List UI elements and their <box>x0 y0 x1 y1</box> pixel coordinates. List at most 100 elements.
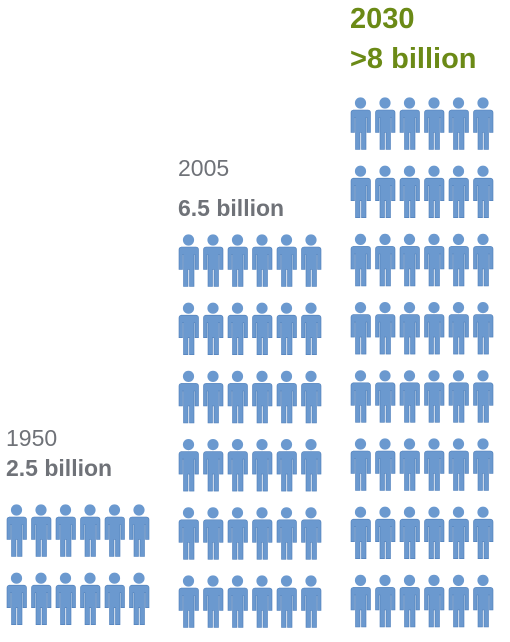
person-figure <box>276 507 297 560</box>
person-body <box>375 314 396 355</box>
person-head <box>354 233 367 245</box>
person-figure <box>399 574 420 628</box>
person-body <box>350 177 371 218</box>
person-body <box>473 587 494 628</box>
person-body <box>301 451 322 492</box>
person-figure <box>252 438 273 492</box>
person-figure <box>227 507 248 560</box>
person-body <box>252 519 273 560</box>
person-head <box>452 301 465 314</box>
person-head <box>231 234 244 246</box>
person-body <box>276 519 297 560</box>
person-figure <box>227 370 248 424</box>
person-body <box>350 587 371 628</box>
person-body <box>375 518 396 559</box>
person-head <box>182 575 195 587</box>
year-label: 2005 <box>178 155 230 181</box>
person-body <box>424 518 445 559</box>
person-figure <box>80 504 101 557</box>
person-head <box>35 504 47 516</box>
person-figure <box>375 233 396 287</box>
person-head <box>452 438 465 450</box>
person-body <box>473 109 494 150</box>
person-figure <box>104 572 125 625</box>
person-head <box>379 97 391 109</box>
person-figure <box>399 97 420 150</box>
person-body <box>276 314 297 355</box>
person-figure <box>424 438 445 491</box>
person-figure <box>6 504 27 557</box>
person-body <box>252 451 273 492</box>
person-figure <box>399 165 420 218</box>
person-head <box>207 234 219 246</box>
person-figure <box>203 234 224 287</box>
person-head <box>379 165 391 177</box>
person-figure <box>203 575 224 628</box>
person-figure <box>301 438 322 492</box>
person-body <box>473 382 494 423</box>
person-body <box>448 518 469 559</box>
person-figure <box>473 301 494 355</box>
person-head <box>305 507 317 519</box>
person-head <box>379 233 391 245</box>
person-body <box>424 246 445 287</box>
person-body <box>227 383 248 424</box>
person-figure <box>203 370 224 424</box>
person-head <box>10 572 23 584</box>
person-head <box>280 234 293 246</box>
person-head <box>354 574 367 586</box>
person-head <box>256 438 268 451</box>
person-head <box>403 438 416 450</box>
year-label: 2030 <box>350 3 415 35</box>
person-head <box>133 572 145 584</box>
person-figure <box>424 165 445 218</box>
person-figure <box>350 165 371 218</box>
person-head <box>59 504 72 516</box>
person-body <box>178 587 199 628</box>
person-body <box>399 587 420 628</box>
person-figure <box>375 506 396 559</box>
person-figure <box>473 165 494 218</box>
person-head <box>207 575 219 587</box>
person-figure <box>276 438 297 492</box>
person-body <box>399 246 420 287</box>
person-body <box>276 451 297 492</box>
person-head <box>428 301 440 314</box>
person-figure <box>227 234 248 287</box>
person-figure <box>448 301 469 355</box>
person-body <box>350 382 371 423</box>
person-body <box>375 177 396 218</box>
person-head <box>108 504 121 516</box>
person-body <box>375 587 396 628</box>
person-head <box>231 438 244 451</box>
person-figure <box>55 572 76 625</box>
person-head <box>231 507 244 519</box>
person-figure <box>424 370 445 423</box>
person-head <box>305 370 317 382</box>
person-head <box>379 574 391 586</box>
person-body <box>203 246 224 287</box>
person-head <box>182 302 195 314</box>
person-figure <box>473 97 494 150</box>
person-head <box>256 302 268 314</box>
person-body <box>227 451 248 492</box>
person-body <box>203 314 224 355</box>
person-head <box>231 575 244 587</box>
person-figure <box>55 504 76 557</box>
person-head <box>305 302 317 314</box>
person-body <box>276 383 297 424</box>
person-head <box>403 233 416 245</box>
person-head <box>477 506 489 518</box>
value-label: 2.5 billion <box>6 455 113 481</box>
person-figure <box>227 575 248 628</box>
person-head <box>477 97 489 109</box>
person-body <box>375 382 396 423</box>
people-figures <box>350 97 494 628</box>
person-figure <box>276 234 297 287</box>
person-figure <box>399 370 420 423</box>
person-figure <box>178 234 199 287</box>
person-body <box>424 314 445 355</box>
person-body <box>227 246 248 287</box>
person-body <box>252 246 273 287</box>
person-body <box>448 450 469 491</box>
